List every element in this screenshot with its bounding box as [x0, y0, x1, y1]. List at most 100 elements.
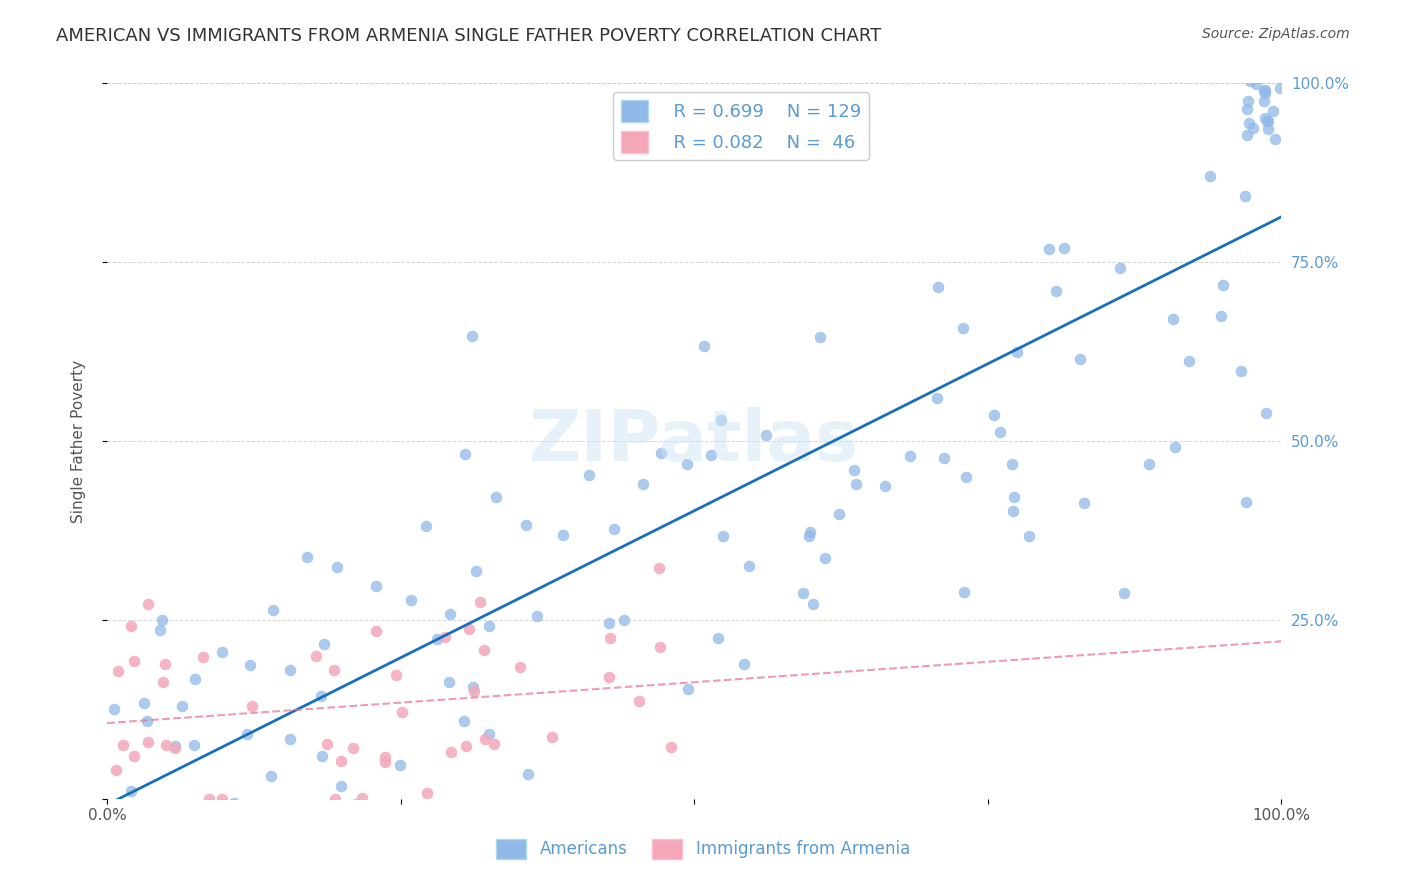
Point [461, 680, 484, 694]
Point [1234, 495, 1257, 509]
Point [1038, 242, 1060, 256]
Point [1270, 81, 1292, 95]
Point [1253, 82, 1275, 96]
Point [153, 657, 176, 672]
Point [648, 640, 671, 654]
Point [388, 758, 411, 772]
Point [165, 741, 187, 756]
Point [344, 797, 367, 812]
Point [350, 791, 373, 805]
Point [578, 467, 600, 482]
Point [627, 694, 650, 708]
Point [710, 413, 733, 427]
Point [107, 665, 129, 679]
Point [463, 684, 485, 698]
Point [478, 618, 501, 632]
Point [329, 820, 352, 834]
Point [457, 623, 479, 637]
Point [1161, 312, 1184, 326]
Point [374, 755, 396, 769]
Point [516, 766, 538, 780]
Point [1243, 121, 1265, 136]
Point [828, 507, 851, 521]
Point [433, 630, 456, 644]
Point [454, 447, 477, 461]
Point [239, 657, 262, 672]
Point [1229, 364, 1251, 378]
Point [170, 699, 193, 714]
Text: AMERICAN VS IMMIGRANTS FROM ARMENIA SINGLE FATHER POVERTY CORRELATION CHART: AMERICAN VS IMMIGRANTS FROM ARMENIA SING… [56, 27, 882, 45]
Point [136, 597, 159, 611]
Point [314, 637, 336, 651]
Point [311, 748, 333, 763]
Point [1112, 586, 1135, 600]
Point [391, 705, 413, 719]
Point [474, 732, 496, 747]
Point [1254, 87, 1277, 101]
Point [103, 702, 125, 716]
Point [1236, 102, 1258, 116]
Point [706, 632, 728, 646]
Point [456, 739, 478, 753]
Point [792, 586, 814, 600]
Point [1237, 116, 1260, 130]
Point [399, 592, 422, 607]
Point [1239, 74, 1261, 88]
Point [1256, 114, 1278, 128]
Point [553, 528, 575, 542]
Point [305, 648, 328, 663]
Point [613, 613, 636, 627]
Point [278, 663, 301, 677]
Point [138, 734, 160, 748]
Point [440, 745, 463, 759]
Point [599, 631, 621, 645]
Point [149, 623, 172, 637]
Point [536, 828, 558, 842]
Point [1002, 490, 1025, 504]
Point [364, 579, 387, 593]
Point [426, 632, 449, 646]
Point [1053, 241, 1076, 255]
Point [648, 561, 671, 575]
Point [659, 739, 682, 754]
Point [693, 339, 716, 353]
Point [873, 478, 896, 492]
Point [509, 659, 531, 673]
Point [472, 642, 495, 657]
Point [1234, 189, 1257, 203]
Point [236, 727, 259, 741]
Point [934, 450, 956, 465]
Point [925, 391, 948, 405]
Point [650, 445, 672, 459]
Point [416, 786, 439, 800]
Point [316, 737, 339, 751]
Text: ZIPatlas: ZIPatlas [529, 407, 859, 475]
Point [631, 477, 654, 491]
Point [262, 603, 284, 617]
Point [1236, 95, 1258, 109]
Point [1264, 132, 1286, 146]
Text: Source: ZipAtlas.com: Source: ZipAtlas.com [1202, 27, 1350, 41]
Point [120, 783, 142, 797]
Point [232, 821, 254, 835]
Point [465, 564, 488, 578]
Point [801, 597, 824, 611]
Point [461, 328, 484, 343]
Point [541, 730, 564, 744]
Point [988, 425, 1011, 440]
Point [844, 463, 866, 477]
Point [484, 490, 506, 504]
Point [927, 279, 949, 293]
Point [152, 675, 174, 690]
Point [482, 737, 505, 751]
Point [1001, 504, 1024, 518]
Point [755, 427, 778, 442]
Point [1209, 309, 1232, 323]
Point [1178, 354, 1201, 368]
Point [1001, 457, 1024, 471]
Point [437, 675, 460, 690]
Point [711, 529, 734, 543]
Point [323, 791, 346, 805]
Point [733, 657, 755, 672]
Point [675, 458, 697, 472]
